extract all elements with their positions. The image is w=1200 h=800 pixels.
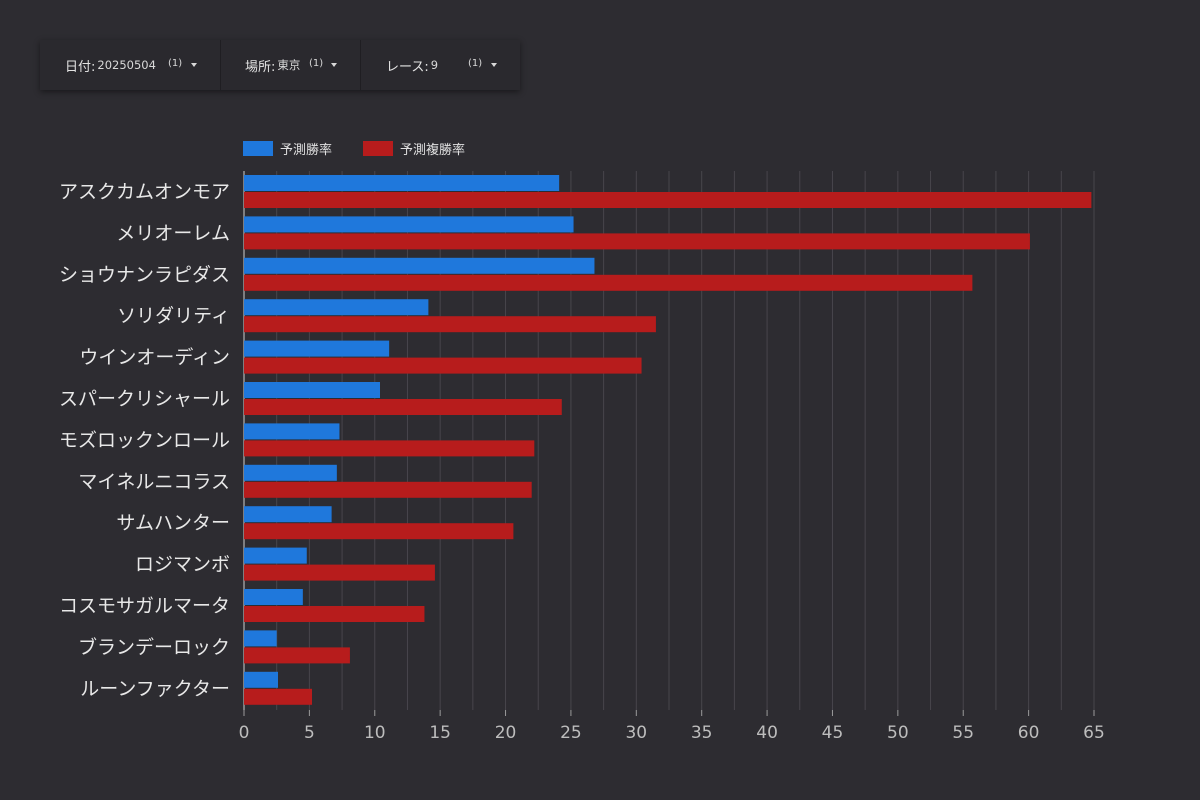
place-filter-label: 場所: — [245, 59, 276, 75]
bar-win-rate — [244, 340, 390, 357]
bar-win-rate — [244, 506, 332, 523]
category-label: メリオーレム — [116, 222, 230, 244]
bar-place-rate — [244, 192, 1092, 208]
category-label: ロジマンボ — [135, 554, 230, 576]
bar-win-rate — [244, 547, 307, 564]
date-filter-label: 日付: — [65, 59, 96, 75]
bar-place-rate — [244, 233, 1030, 250]
x-tick-label: 60 — [1018, 723, 1040, 743]
place-filter[interactable]: 場所: 東京 (1) — [220, 40, 360, 90]
legend-label: 予測勝率 — [280, 142, 332, 158]
bar-place-rate — [244, 316, 656, 333]
bar-place-rate — [244, 399, 562, 415]
date-filter-value: 20250504 — [97, 58, 156, 72]
legend-label: 予測複勝率 — [400, 142, 465, 158]
category-label: ショウナンラピダス — [59, 264, 230, 286]
bar-win-rate — [244, 671, 278, 688]
bar-win-rate — [244, 423, 340, 440]
x-tick-label: 5 — [304, 723, 315, 743]
x-tick-label: 10 — [364, 723, 386, 743]
bar-win-rate — [244, 257, 595, 274]
bar-win-rate — [244, 589, 303, 605]
bar-place-rate — [244, 647, 350, 664]
legend-swatch — [363, 141, 393, 156]
x-tick-label: 35 — [691, 723, 713, 743]
category-label: ルーンファクター — [80, 678, 230, 700]
category-label: コスモサガルマータ — [59, 595, 230, 617]
filter-bar: 日付: 20250504 (1) 場所: 東京 (1) レース: 9 (1) — [40, 40, 520, 90]
bar-place-rate — [244, 357, 642, 374]
chevron-down-icon[interactable] — [491, 63, 497, 67]
race-filter-value: 9 — [430, 58, 439, 72]
bar-place-rate — [244, 440, 535, 457]
bar-place-rate — [244, 481, 532, 498]
bar-win-rate — [244, 464, 337, 481]
bar-win-rate — [244, 382, 380, 398]
category-label: スパークリシャール — [59, 388, 230, 410]
bar-win-rate — [244, 175, 560, 191]
chevron-down-icon[interactable] — [331, 63, 337, 67]
bar-place-rate — [244, 688, 312, 705]
x-tick-label: 25 — [560, 723, 582, 743]
category-label: ウインオーディン — [79, 347, 230, 369]
date-filter[interactable]: 日付: 20250504 (1) — [40, 40, 220, 90]
category-label: マイネルニコラス — [78, 471, 230, 493]
race-filter-count: (1) — [468, 58, 483, 69]
bar-place-rate — [244, 606, 425, 622]
bar-place-rate — [244, 523, 514, 540]
x-tick-label: 15 — [429, 723, 451, 743]
category-label: モズロックンロール — [59, 429, 230, 451]
legend-swatch — [243, 141, 273, 156]
x-tick-label: 0 — [239, 723, 250, 743]
x-tick-label: 20 — [495, 723, 517, 743]
x-tick-label: 40 — [756, 723, 778, 743]
x-tick-label: 45 — [822, 723, 844, 743]
bar-place-rate — [244, 564, 435, 581]
category-label: サムハンター — [116, 512, 230, 534]
x-tick-label: 50 — [887, 723, 909, 743]
x-tick-label: 65 — [1083, 723, 1105, 743]
bar-place-rate — [244, 274, 973, 291]
category-label: アスクカムオンモア — [59, 181, 230, 203]
race-filter-label: レース: — [386, 59, 429, 75]
place-filter-value: 東京 — [277, 58, 301, 72]
date-filter-count: (1) — [168, 58, 183, 69]
place-filter-count: (1) — [309, 58, 324, 69]
chevron-down-icon[interactable] — [191, 63, 197, 67]
category-label: ブランデーロック — [78, 635, 230, 658]
x-tick-label: 30 — [625, 723, 647, 743]
bar-win-rate — [244, 216, 574, 233]
x-tick-label: 55 — [952, 723, 974, 743]
bar-win-rate — [244, 299, 429, 316]
race-filter[interactable]: レース: 9 (1) — [360, 40, 520, 90]
category-label: ソリダリティ — [117, 305, 230, 327]
bar-win-rate — [244, 630, 277, 647]
